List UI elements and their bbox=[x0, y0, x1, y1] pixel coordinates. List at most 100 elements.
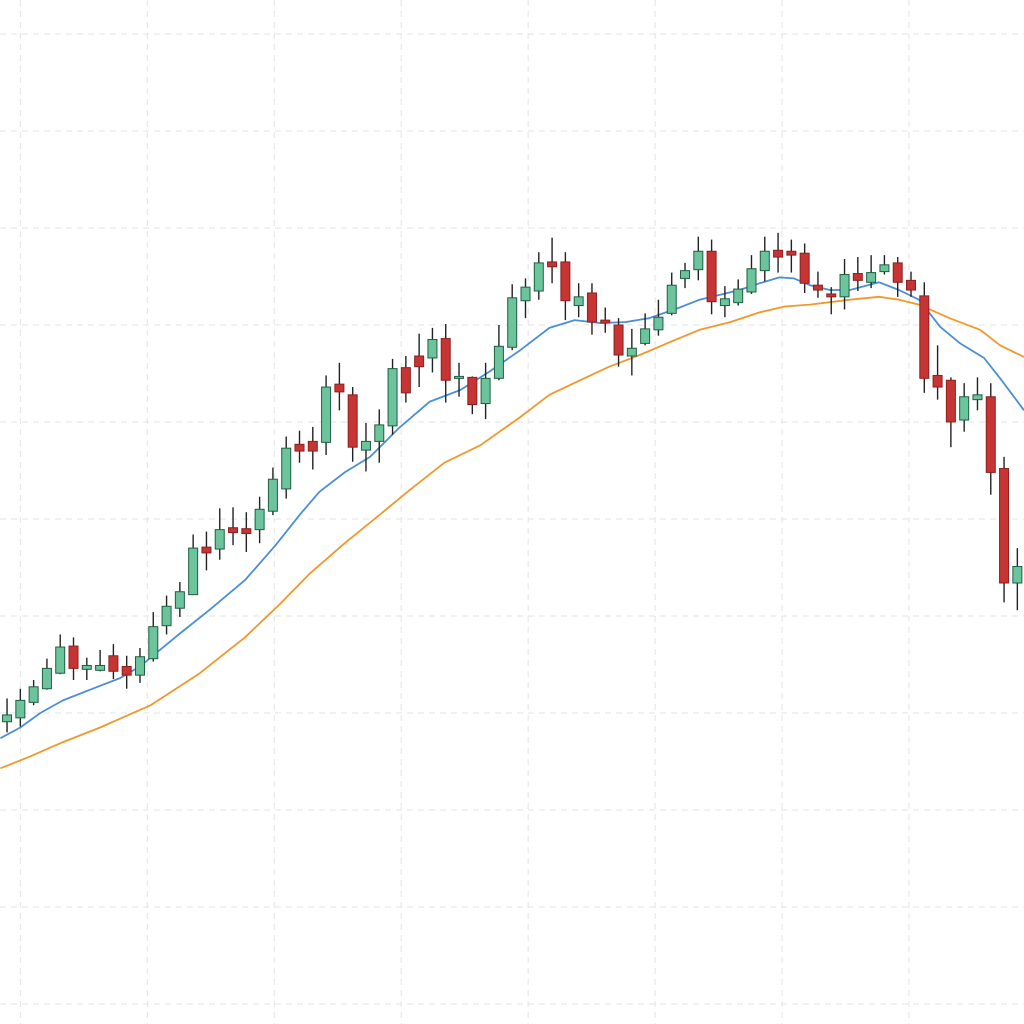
candle-body bbox=[906, 279, 917, 291]
candle-body bbox=[693, 250, 704, 271]
candle-body bbox=[214, 529, 225, 550]
candle-down bbox=[228, 507, 239, 546]
candle-down bbox=[547, 237, 558, 284]
candle-body bbox=[228, 527, 239, 534]
candle-body bbox=[613, 324, 624, 356]
candle-up bbox=[533, 252, 544, 300]
candle-down bbox=[812, 271, 823, 298]
candle-down bbox=[786, 239, 797, 273]
candle-down bbox=[586, 283, 597, 335]
candle-up bbox=[161, 595, 172, 635]
candle-up bbox=[188, 534, 199, 596]
candle-body bbox=[972, 394, 983, 401]
candle-body bbox=[427, 339, 438, 359]
candle-up bbox=[134, 648, 145, 683]
candle-up bbox=[360, 422, 371, 472]
candle-body bbox=[640, 328, 651, 344]
candle-body bbox=[547, 261, 558, 268]
candle-down bbox=[294, 430, 305, 463]
candle-down bbox=[68, 637, 79, 681]
candle-body bbox=[746, 268, 757, 293]
candle-body bbox=[706, 250, 717, 303]
candle-up bbox=[573, 283, 584, 318]
candle-up bbox=[281, 436, 292, 499]
candle-body bbox=[759, 250, 770, 272]
candle-body bbox=[852, 273, 863, 281]
candle-up bbox=[148, 612, 159, 662]
candle-body bbox=[507, 297, 518, 348]
candle-up bbox=[427, 327, 438, 373]
candle-up bbox=[972, 377, 983, 411]
candle-down bbox=[999, 456, 1010, 603]
candle-body bbox=[374, 424, 385, 442]
candle-body bbox=[812, 284, 823, 291]
candle-body bbox=[945, 379, 956, 423]
candle-body bbox=[174, 591, 185, 609]
candle-body bbox=[241, 528, 252, 535]
candle-body bbox=[467, 376, 478, 406]
candle-up bbox=[41, 658, 52, 690]
candle-body bbox=[533, 262, 544, 292]
candle-body bbox=[999, 468, 1010, 584]
candle-down bbox=[826, 287, 837, 315]
candle-down bbox=[932, 345, 943, 400]
candle-down bbox=[773, 232, 784, 273]
candle-body bbox=[560, 261, 571, 302]
candle-up bbox=[666, 272, 677, 316]
candle-body bbox=[41, 667, 52, 690]
candle-body bbox=[493, 345, 504, 379]
candle-body bbox=[28, 686, 39, 703]
candle-body bbox=[440, 338, 451, 381]
candle-body bbox=[387, 368, 398, 427]
candle-body bbox=[2, 714, 13, 723]
candle-body bbox=[55, 646, 66, 674]
candle-body bbox=[866, 272, 877, 283]
candle-up bbox=[174, 582, 185, 617]
candle-up bbox=[626, 328, 637, 376]
candle-up bbox=[520, 278, 531, 319]
candle-down bbox=[945, 377, 956, 448]
candle-down bbox=[241, 512, 252, 552]
candle-body bbox=[95, 664, 106, 671]
candle-body bbox=[573, 296, 584, 307]
candle-body bbox=[254, 508, 265, 531]
candle-down bbox=[307, 426, 318, 470]
candle-body bbox=[294, 443, 305, 452]
candle-up bbox=[454, 362, 465, 397]
moving-average-long bbox=[0, 295, 1024, 770]
candle-body bbox=[666, 284, 677, 314]
candle-body bbox=[201, 546, 212, 554]
candle-up bbox=[733, 279, 744, 306]
candle-down bbox=[852, 257, 863, 292]
candle-up bbox=[959, 383, 970, 432]
candle-down bbox=[347, 387, 358, 462]
candle-up bbox=[214, 508, 225, 560]
candle-up bbox=[866, 255, 877, 289]
candle-body bbox=[773, 249, 784, 258]
candle-up bbox=[746, 255, 757, 294]
candle-up bbox=[81, 657, 92, 681]
candle-up bbox=[493, 324, 504, 381]
candle-up bbox=[759, 236, 770, 282]
candle-up bbox=[267, 467, 278, 516]
candle-body bbox=[600, 319, 611, 324]
candle-body bbox=[108, 655, 119, 672]
candle-down bbox=[799, 243, 810, 293]
candle-body bbox=[733, 288, 744, 304]
candle-body bbox=[307, 440, 318, 452]
candle-up bbox=[640, 313, 651, 346]
candle-body bbox=[148, 626, 159, 660]
candle-body bbox=[626, 347, 637, 357]
candle-body bbox=[400, 367, 411, 394]
candle-body bbox=[1012, 566, 1023, 584]
candle-up bbox=[28, 680, 39, 706]
candle-up bbox=[480, 362, 491, 420]
candle-body bbox=[680, 270, 691, 279]
candle-body bbox=[653, 316, 664, 331]
candle-body bbox=[892, 262, 903, 283]
candle-up bbox=[680, 262, 691, 289]
candle-body bbox=[520, 286, 531, 302]
candle-body bbox=[15, 699, 26, 719]
